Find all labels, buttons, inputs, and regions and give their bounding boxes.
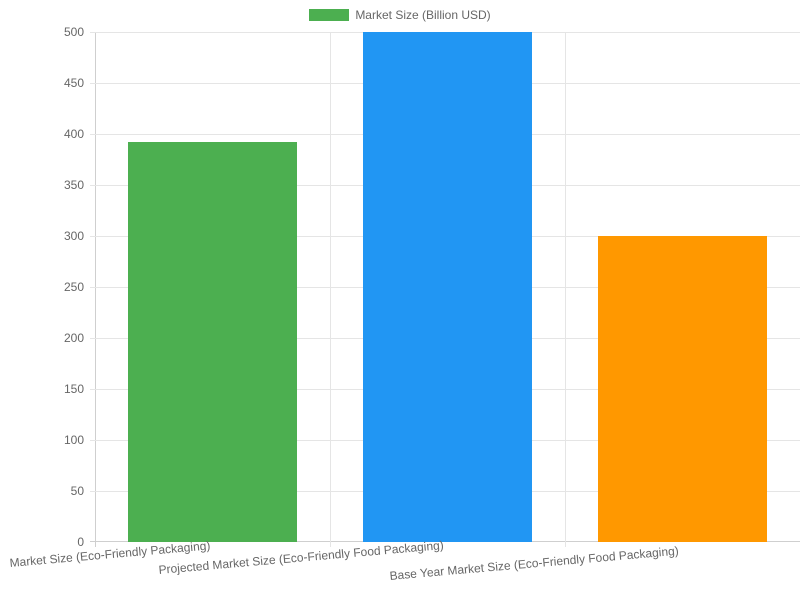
y-tick-label: 100: [63, 433, 84, 447]
v-gridline: [330, 32, 331, 547]
y-tick-label: 200: [63, 331, 84, 345]
y-tick-label: 400: [63, 127, 84, 141]
y-axis-line: [95, 32, 96, 547]
bar-2[interactable]: [362, 32, 533, 542]
legend-swatch[interactable]: [309, 9, 350, 21]
y-tick-label: 150: [63, 382, 84, 396]
y-tick-label: 50: [70, 484, 84, 498]
y-tick-label: 350: [63, 178, 84, 192]
y-tick-label: 250: [63, 280, 84, 294]
y-tick-label: 450: [63, 76, 84, 90]
v-gridline: [565, 32, 566, 547]
y-tick-label: 500: [63, 25, 84, 39]
bar-3[interactable]: [597, 236, 768, 542]
y-tick-label: 300: [63, 229, 84, 243]
bar-1[interactable]: [127, 142, 298, 542]
legend-label[interactable]: Market Size (Billion USD): [355, 8, 491, 22]
y-tick-label: 0: [77, 535, 84, 549]
plot-area: [90, 32, 800, 547]
chart-legend: Market Size (Billion USD): [0, 8, 800, 22]
